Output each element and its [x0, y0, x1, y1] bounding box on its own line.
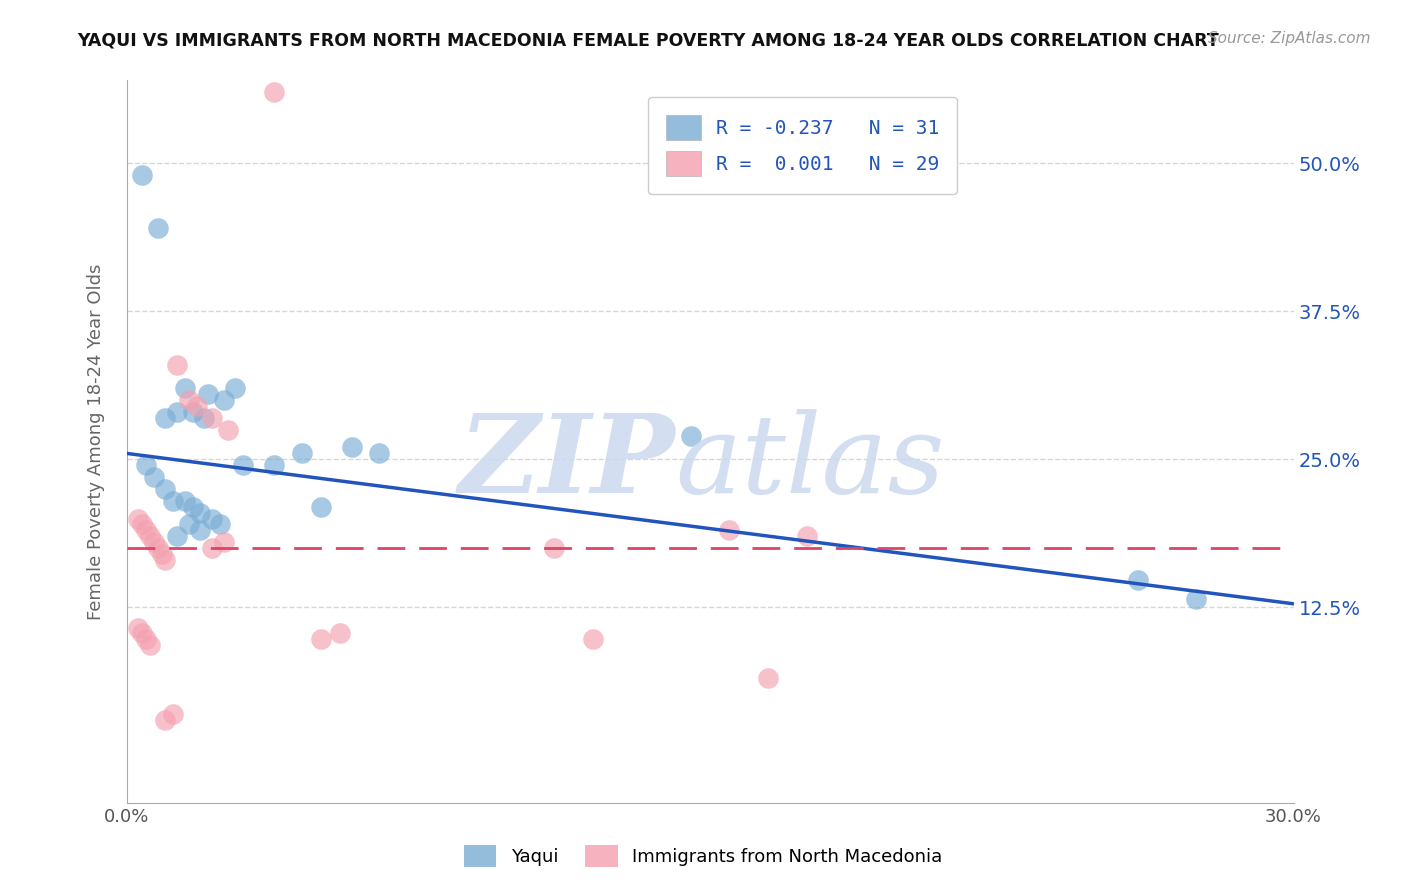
Point	[368, 446, 391, 460]
Text: Source: ZipAtlas.com: Source: ZipAtlas.com	[1208, 31, 1371, 46]
Point	[263, 85, 285, 99]
Point	[201, 410, 224, 425]
Point	[212, 535, 235, 549]
Point	[135, 458, 157, 473]
Point	[201, 541, 224, 556]
Point	[543, 541, 565, 556]
Point	[150, 547, 173, 561]
Point	[329, 626, 352, 640]
Point	[131, 626, 153, 640]
Point	[155, 410, 177, 425]
Point	[155, 713, 177, 727]
Point	[139, 638, 162, 652]
Point	[135, 524, 157, 538]
Point	[796, 529, 818, 543]
Point	[224, 381, 246, 395]
Point	[201, 511, 224, 525]
Point	[177, 517, 200, 532]
Text: YAQUI VS IMMIGRANTS FROM NORTH MACEDONIA FEMALE POVERTY AMONG 18-24 YEAR OLDS CO: YAQUI VS IMMIGRANTS FROM NORTH MACEDONIA…	[77, 31, 1219, 49]
Point	[162, 493, 184, 508]
Point	[582, 632, 605, 647]
Point	[193, 410, 215, 425]
Point	[174, 381, 197, 395]
Legend: Yaqui, Immigrants from North Macedonia: Yaqui, Immigrants from North Macedonia	[457, 838, 949, 874]
Point	[155, 553, 177, 567]
Point	[186, 399, 208, 413]
Point	[1185, 592, 1208, 607]
Point	[131, 517, 153, 532]
Point	[146, 221, 169, 235]
Point	[166, 529, 188, 543]
Point	[197, 387, 219, 401]
Point	[309, 500, 332, 514]
Point	[181, 500, 204, 514]
Point	[177, 393, 200, 408]
Point	[142, 535, 165, 549]
Point	[142, 470, 165, 484]
Point	[309, 632, 332, 647]
Point	[232, 458, 254, 473]
Point	[217, 423, 239, 437]
Point	[340, 441, 363, 455]
Point	[139, 529, 162, 543]
Point	[127, 511, 149, 525]
Point	[718, 524, 741, 538]
Text: ZIP: ZIP	[458, 409, 675, 517]
Point	[212, 393, 235, 408]
Point	[166, 405, 188, 419]
Point	[146, 541, 169, 556]
Point	[679, 428, 702, 442]
Point	[155, 482, 177, 496]
Point	[131, 168, 153, 182]
Point	[756, 672, 779, 686]
Point	[181, 405, 204, 419]
Point	[127, 620, 149, 634]
Point	[135, 632, 157, 647]
Point	[290, 446, 312, 460]
Point	[1126, 573, 1149, 587]
Point	[166, 358, 188, 372]
Point	[208, 517, 231, 532]
Point	[190, 524, 212, 538]
Point	[174, 493, 197, 508]
Legend: R = -0.237   N = 31, R =  0.001   N = 29: R = -0.237 N = 31, R = 0.001 N = 29	[648, 97, 957, 194]
Point	[263, 458, 285, 473]
Point	[190, 506, 212, 520]
Y-axis label: Female Poverty Among 18-24 Year Olds: Female Poverty Among 18-24 Year Olds	[87, 263, 105, 620]
Point	[162, 706, 184, 721]
Text: atlas: atlas	[675, 409, 945, 517]
